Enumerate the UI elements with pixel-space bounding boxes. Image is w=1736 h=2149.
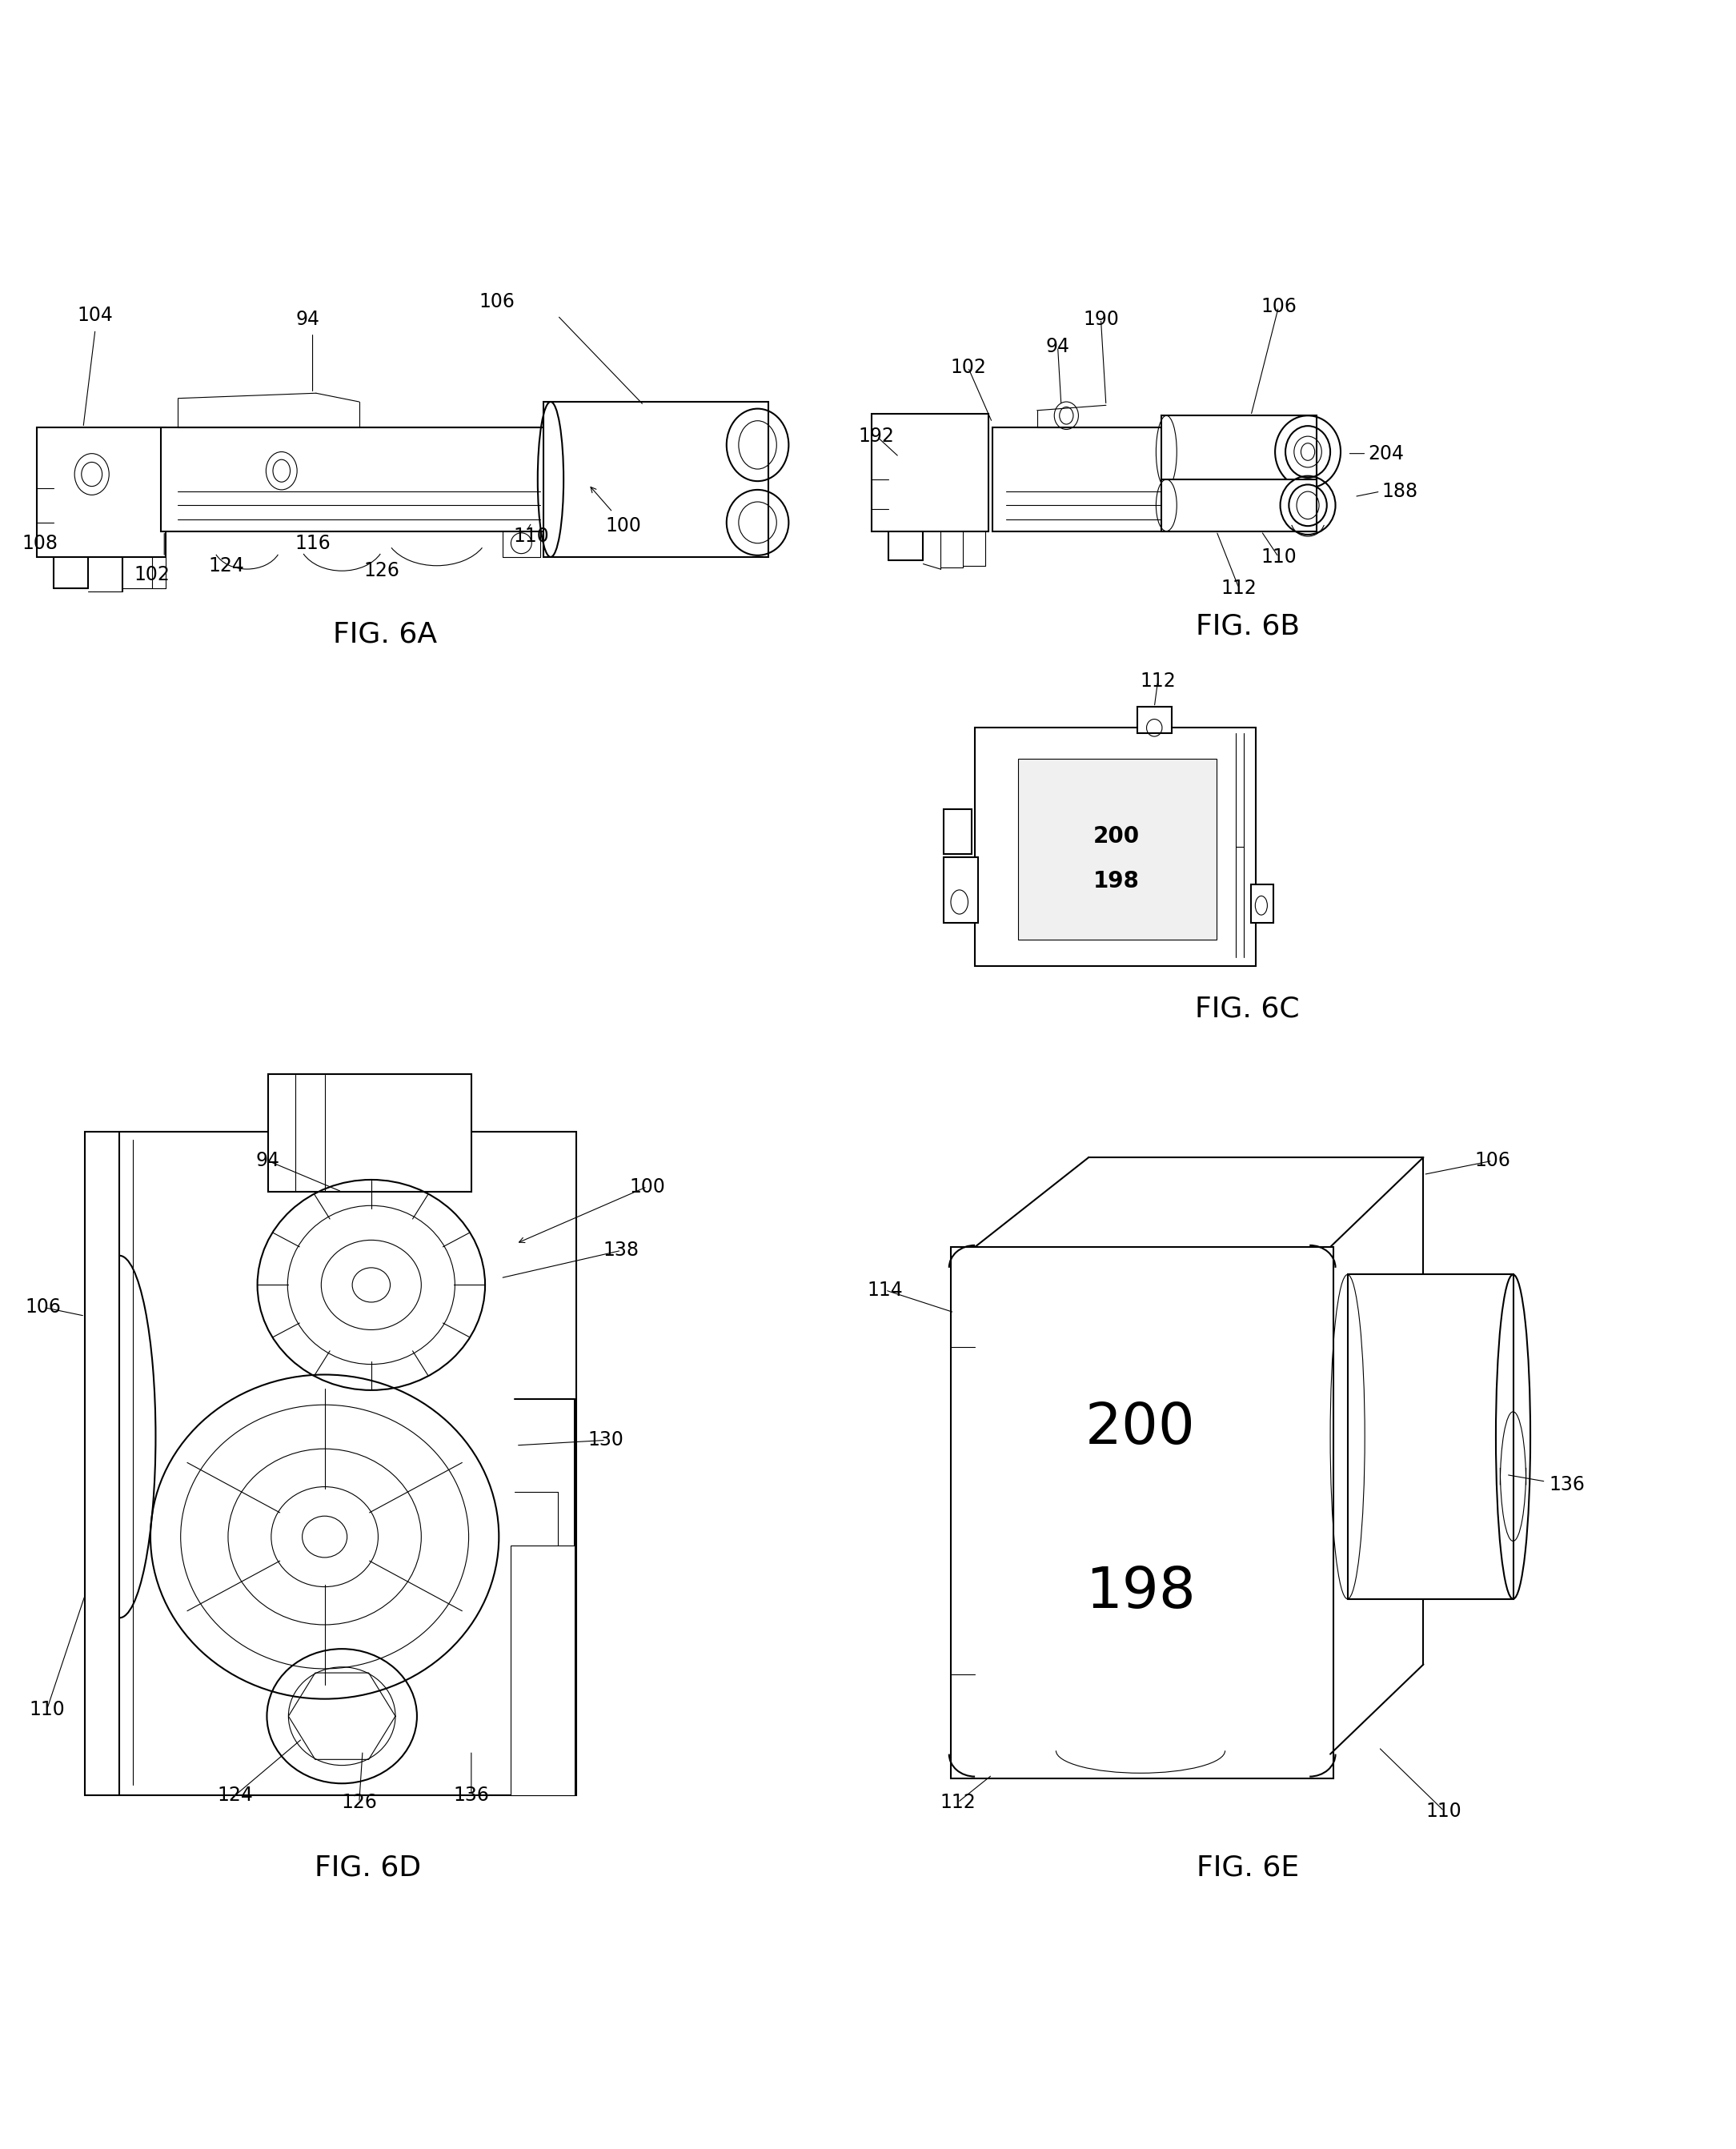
Text: 94: 94 — [1045, 337, 1069, 357]
Bar — [944, 857, 979, 922]
Text: 126: 126 — [363, 561, 399, 580]
Text: 130: 130 — [589, 1431, 623, 1451]
Text: 112: 112 — [1141, 673, 1175, 690]
Bar — [36, 428, 167, 557]
Text: 110: 110 — [1427, 1801, 1462, 1820]
Text: FIG. 6E: FIG. 6E — [1196, 1855, 1299, 1883]
Bar — [267, 1074, 470, 1193]
Text: FIG. 6B: FIG. 6B — [1196, 612, 1300, 640]
Text: 100: 100 — [606, 516, 641, 535]
Text: 192: 192 — [859, 428, 894, 445]
Text: 106: 106 — [479, 292, 516, 312]
Text: 104: 104 — [78, 305, 113, 324]
Text: 138: 138 — [604, 1240, 639, 1259]
Bar — [85, 1130, 576, 1797]
Text: 198: 198 — [1094, 870, 1139, 892]
Text: FIG. 6A: FIG. 6A — [333, 621, 437, 649]
Text: 198: 198 — [1085, 1564, 1196, 1620]
Bar — [1137, 707, 1172, 733]
Text: 112: 112 — [939, 1792, 976, 1812]
Bar — [1347, 1274, 1514, 1599]
Text: 200: 200 — [1085, 1401, 1196, 1455]
Text: 200: 200 — [1094, 825, 1139, 847]
Text: 94: 94 — [295, 309, 319, 329]
Text: 114: 114 — [868, 1281, 903, 1300]
Text: 112: 112 — [1220, 578, 1257, 597]
Text: FIG. 6D: FIG. 6D — [314, 1855, 422, 1883]
Bar — [1252, 885, 1272, 922]
Text: 116: 116 — [295, 533, 330, 552]
Bar — [993, 428, 1217, 531]
Text: 106: 106 — [1474, 1152, 1510, 1171]
Text: 110: 110 — [514, 527, 550, 546]
Bar — [1161, 479, 1316, 531]
Text: 110: 110 — [1260, 548, 1297, 567]
Text: 136: 136 — [1549, 1476, 1585, 1494]
Bar — [543, 402, 767, 557]
Text: 102: 102 — [950, 357, 986, 376]
Text: 136: 136 — [453, 1786, 490, 1805]
Bar — [1161, 415, 1316, 488]
Bar — [1017, 759, 1217, 939]
Text: 106: 106 — [26, 1298, 61, 1317]
Text: 190: 190 — [1083, 309, 1118, 329]
Text: 126: 126 — [342, 1792, 377, 1812]
Text: 110: 110 — [30, 1700, 64, 1719]
Bar — [161, 428, 566, 531]
Text: 94: 94 — [255, 1152, 279, 1171]
Bar — [510, 1545, 575, 1797]
Text: 124: 124 — [208, 557, 245, 576]
Bar — [871, 415, 990, 531]
Text: 204: 204 — [1368, 445, 1404, 464]
Text: 106: 106 — [1260, 297, 1297, 316]
Text: 102: 102 — [134, 565, 170, 585]
Text: 100: 100 — [628, 1178, 665, 1197]
Text: 188: 188 — [1382, 481, 1418, 501]
Text: 108: 108 — [23, 533, 57, 552]
Text: FIG. 6C: FIG. 6C — [1194, 995, 1300, 1023]
Bar — [944, 808, 972, 853]
Bar — [976, 729, 1257, 965]
Text: 124: 124 — [217, 1786, 253, 1805]
Bar — [951, 1246, 1333, 1777]
